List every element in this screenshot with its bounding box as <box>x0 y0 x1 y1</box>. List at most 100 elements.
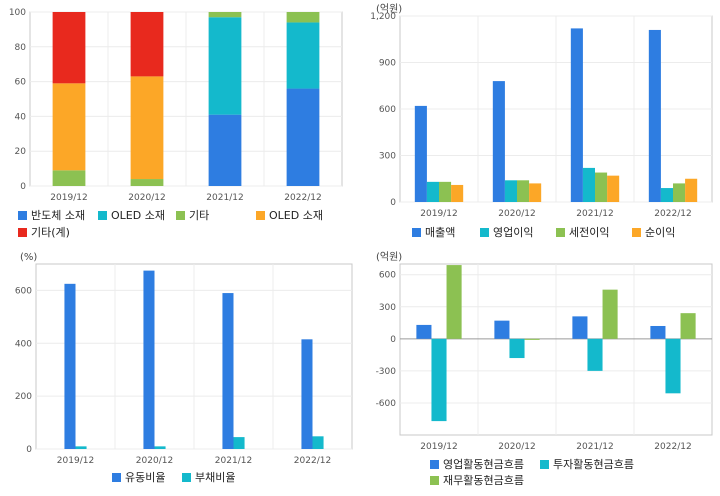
unit-label: (억원) <box>376 3 402 15</box>
legend-label: 기타 <box>189 209 209 222</box>
x-tick-label: 2020/12 <box>498 442 535 452</box>
legend-label: 기타(계) <box>31 226 70 239</box>
bar-segment <box>130 76 164 180</box>
bar-segment <box>286 22 320 89</box>
bar-segment <box>52 12 86 84</box>
bar <box>572 316 588 339</box>
bar <box>504 180 517 202</box>
bar <box>665 338 681 394</box>
legend-label: 반도체 소재 <box>31 209 85 222</box>
legend-label: 투자활동현금흐름 <box>553 457 634 471</box>
bar <box>75 446 87 449</box>
bar-segment <box>208 114 242 186</box>
bar <box>648 29 661 203</box>
legend-label: OLED 소재 <box>269 209 323 222</box>
x-tick-label: 2020/12 <box>128 193 165 203</box>
bar <box>517 180 530 202</box>
bar <box>509 338 525 359</box>
legend-label: 순이익 <box>645 226 675 239</box>
y-tick-label: 600 <box>15 286 32 296</box>
y-tick-label: 600 <box>379 271 396 281</box>
legend-swatch <box>430 476 439 485</box>
y-tick-label: 400 <box>15 339 32 349</box>
legend-swatch <box>256 211 265 220</box>
bar <box>529 183 542 202</box>
y-tick-label: 0 <box>20 182 26 192</box>
bar-segment <box>52 83 86 171</box>
legend-label: 부채비율 <box>195 471 235 484</box>
legend-label: 영업이익 <box>493 226 533 239</box>
legend-swatch <box>98 211 107 220</box>
legend-swatch <box>540 460 549 469</box>
y-tick-label: 20 <box>15 147 27 157</box>
bar <box>680 313 696 339</box>
legend-swatch <box>556 228 565 237</box>
bar <box>492 81 505 202</box>
x-tick-label: 2022/12 <box>654 209 691 219</box>
y-tick-label: 80 <box>15 43 27 53</box>
bar <box>431 338 447 422</box>
x-tick-label: 2021/12 <box>206 193 243 203</box>
x-tick-label: 2020/12 <box>136 456 173 466</box>
x-tick-label: 2019/12 <box>50 193 87 203</box>
legend-swatch <box>632 228 641 237</box>
bar <box>143 270 155 449</box>
y-tick-label: 100 <box>9 8 26 18</box>
bar <box>426 181 439 202</box>
bar-segment <box>52 170 86 186</box>
legend-swatch <box>480 228 489 237</box>
y-tick-label: 1,200 <box>370 12 396 22</box>
y-tick-label: 0 <box>390 335 396 345</box>
x-tick-label: 2022/12 <box>294 456 331 466</box>
bar <box>439 181 452 202</box>
y-tick-label: 60 <box>15 78 27 88</box>
bar <box>154 446 166 449</box>
y-tick-label: 600 <box>379 105 396 115</box>
x-tick-label: 2019/12 <box>420 209 457 219</box>
y-tick-label: 0 <box>26 445 32 455</box>
y-tick-label: 900 <box>379 59 396 69</box>
bar <box>570 28 583 203</box>
bar <box>451 184 464 202</box>
bar-segment <box>286 12 320 23</box>
bar-segment <box>130 179 164 186</box>
bar <box>673 183 686 202</box>
x-tick-label: 2020/12 <box>498 209 535 219</box>
y-tick-label: -600 <box>376 399 397 409</box>
y-tick-label: 40 <box>15 112 27 122</box>
chart-ratios: (%) 0 200 400 600 2019/12 2020/12 2021/12 2022/1… <box>15 252 353 484</box>
bar <box>312 436 324 449</box>
legend-label: OLED 소재 <box>111 209 165 222</box>
bar <box>416 324 432 339</box>
chart-cashflow: (억원) -600 -300 0 300 600 2019/12 2020/12 2021/12… <box>376 251 713 487</box>
bar <box>524 338 540 340</box>
bar-segment <box>130 12 164 77</box>
bar <box>595 172 608 202</box>
bar <box>494 320 510 339</box>
x-tick-label: 2021/12 <box>576 442 613 452</box>
x-tick-label: 2019/12 <box>57 456 94 466</box>
legend-label: 재무활동현금흐름 <box>443 473 524 487</box>
legend-swatch <box>412 228 421 237</box>
unit-label: (%) <box>20 252 37 263</box>
x-tick-label: 2019/12 <box>420 442 457 452</box>
bar <box>301 339 313 449</box>
chart-income: (억원) 0 300 600 900 1,200 2019/12 2020/12 2021/12… <box>370 3 713 239</box>
bar <box>64 283 76 449</box>
bar <box>222 293 234 449</box>
legend-label: 매출액 <box>425 226 455 239</box>
x-tick-label: 2022/12 <box>284 193 321 203</box>
bar <box>650 325 666 339</box>
bar <box>660 188 673 202</box>
unit-label: (억원) <box>376 251 402 263</box>
bar <box>607 175 620 202</box>
legend-swatch <box>18 211 27 220</box>
legend-label: 세전이익 <box>569 226 609 239</box>
y-tick-label: 200 <box>15 392 32 402</box>
legend-swatch <box>182 473 191 482</box>
bar <box>446 265 462 339</box>
bar <box>602 289 618 339</box>
bar-segment <box>208 17 242 115</box>
y-tick-label: 0 <box>390 198 396 208</box>
chart-composition: 0 20 40 60 80 100 2019/12 2020/12 2021/12 2022/12… <box>9 8 343 239</box>
